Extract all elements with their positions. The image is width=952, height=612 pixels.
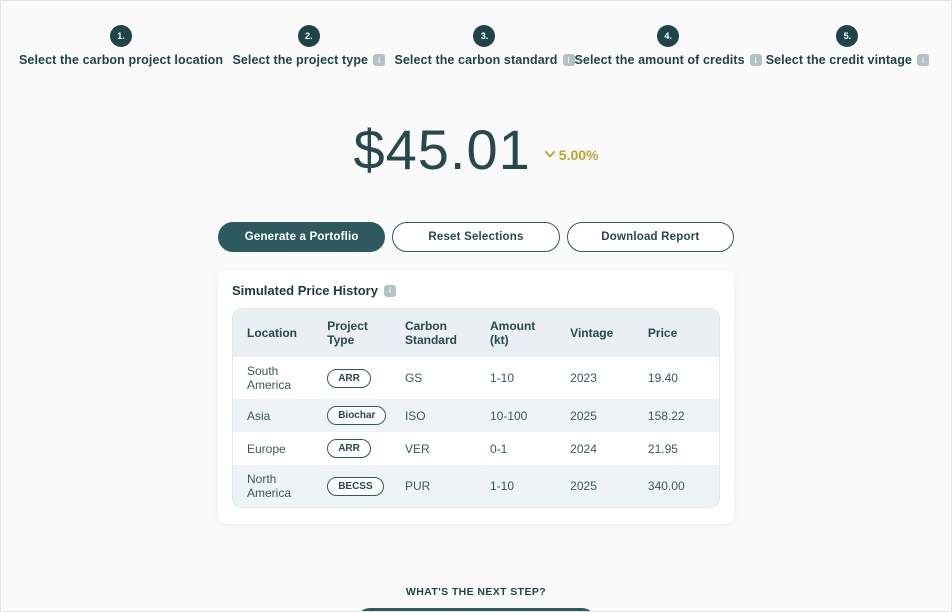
price-history-table: Location Project Type Carbon Standard Am… [233,309,719,507]
cell-amount: 0-1 [489,441,508,456]
cell-location: South America [247,364,292,392]
step-project-type[interactable]: 2. Select the project type i [223,25,394,67]
cell-amount: 10-100 [489,408,528,423]
table-row: North America BECSS PUR 1-10 2025 340.00 [233,465,719,507]
action-buttons: Generate a Portoflio Reset Selections Do… [218,222,734,252]
connect-team-button[interactable]: Connect with Carbonaries team [354,608,598,611]
cell-price: 340.00 [647,479,685,493]
step-project-location[interactable]: 1. Select the carbon project location [19,25,223,67]
table-row: Asia Biochar ISO 10-100 2025 158.22 [233,399,719,432]
step-number-badge: 1. [110,25,133,47]
info-icon[interactable]: i [917,54,929,66]
cell-carbon-standard: GS [404,371,423,385]
step-number-badge: 4. [657,25,680,47]
cell-project-type: BECSS [313,465,391,507]
project-type-badge: Biochar [327,406,387,425]
stepper: 1. Select the carbon project location 2.… [1,1,951,67]
project-type-badge: ARR [327,368,371,388]
column-header-project-type: Project Type [313,309,391,357]
project-type-badge: ARR [327,439,371,458]
cell-amount: 1-10 [489,371,515,385]
table-row: South America ARR GS 1-10 2023 19.40 [233,357,719,399]
step-number-badge: 3. [473,25,496,47]
step-amount-of-credits[interactable]: 4. Select the amount of credits i [575,25,762,67]
footer: WHAT'S THE NEXT STEP? Connect with Carbo… [1,586,951,611]
card-title-row: Simulated Price History i [232,283,720,298]
step-credit-vintage[interactable]: 5. Select the credit vintage i [762,25,933,67]
cell-vintage: 2025 [570,408,597,423]
column-header-carbon-standard: Carbon Standard [390,309,476,357]
cell-amount: 1-10 [489,479,515,493]
cell-project-type: Biochar [313,399,391,432]
step-label: Select the amount of credits i [575,53,762,67]
table-header-row: Location Project Type Carbon Standard Am… [233,309,719,357]
price-history-card: Simulated Price History i Location Proje… [218,270,734,524]
price-value: $45.01 [353,118,531,181]
download-report-button[interactable]: Download Report [566,222,734,252]
info-icon[interactable]: i [749,54,762,66]
chevron-down-icon [544,151,555,158]
cell-location: Asia [247,408,271,423]
project-type-badge: BECSS [327,476,384,496]
price-history-table-container: Location Project Type Carbon Standard Am… [232,308,720,508]
info-icon[interactable]: i [373,54,386,66]
info-icon[interactable]: i [383,284,396,297]
cell-price: 19.40 [647,371,678,385]
step-label: Select the carbon standard i [394,53,575,67]
cell-location: Europe [247,441,286,456]
cell-vintage: 2025 [570,479,597,493]
step-number-badge: 2. [297,25,320,47]
cell-location: North America [247,472,292,500]
column-header-location: Location [233,309,314,357]
cell-price: 21.95 [647,441,678,456]
cell-project-type: ARR [313,357,391,399]
cell-vintage: 2023 [570,371,597,385]
step-label: Select the project type i [232,53,386,67]
column-header-vintage: Vintage [556,309,634,357]
column-header-amount: Amount (kt) [475,309,557,357]
info-icon[interactable]: i [562,54,575,66]
next-step-label: WHAT'S THE NEXT STEP? [405,586,547,598]
step-label: Select the carbon project location [19,53,224,67]
cell-carbon-standard: ISO [404,408,426,423]
card-title: Simulated Price History [232,283,378,298]
price-change: 5.00% [544,146,599,163]
reset-selections-button[interactable]: Reset Selections [392,222,560,252]
step-carbon-standard[interactable]: 3. Select the carbon standard i [394,25,575,67]
cell-vintage: 2024 [570,441,597,456]
step-number-badge: 5. [836,25,859,47]
price-change-value: 5.00% [558,146,599,163]
table-row: Europe ARR VER 0-1 2024 21.95 [233,432,719,465]
column-header-price: Price [633,309,719,357]
step-label: Select the credit vintage i [766,53,929,67]
cell-carbon-standard: PUR [404,479,431,493]
generate-portfolio-button[interactable]: Generate a Portoflio [218,222,386,252]
price-display: $45.01 5.00% [1,117,951,182]
cell-price: 158.22 [647,408,685,423]
cell-project-type: ARR [313,432,391,465]
cell-carbon-standard: VER [404,441,430,456]
